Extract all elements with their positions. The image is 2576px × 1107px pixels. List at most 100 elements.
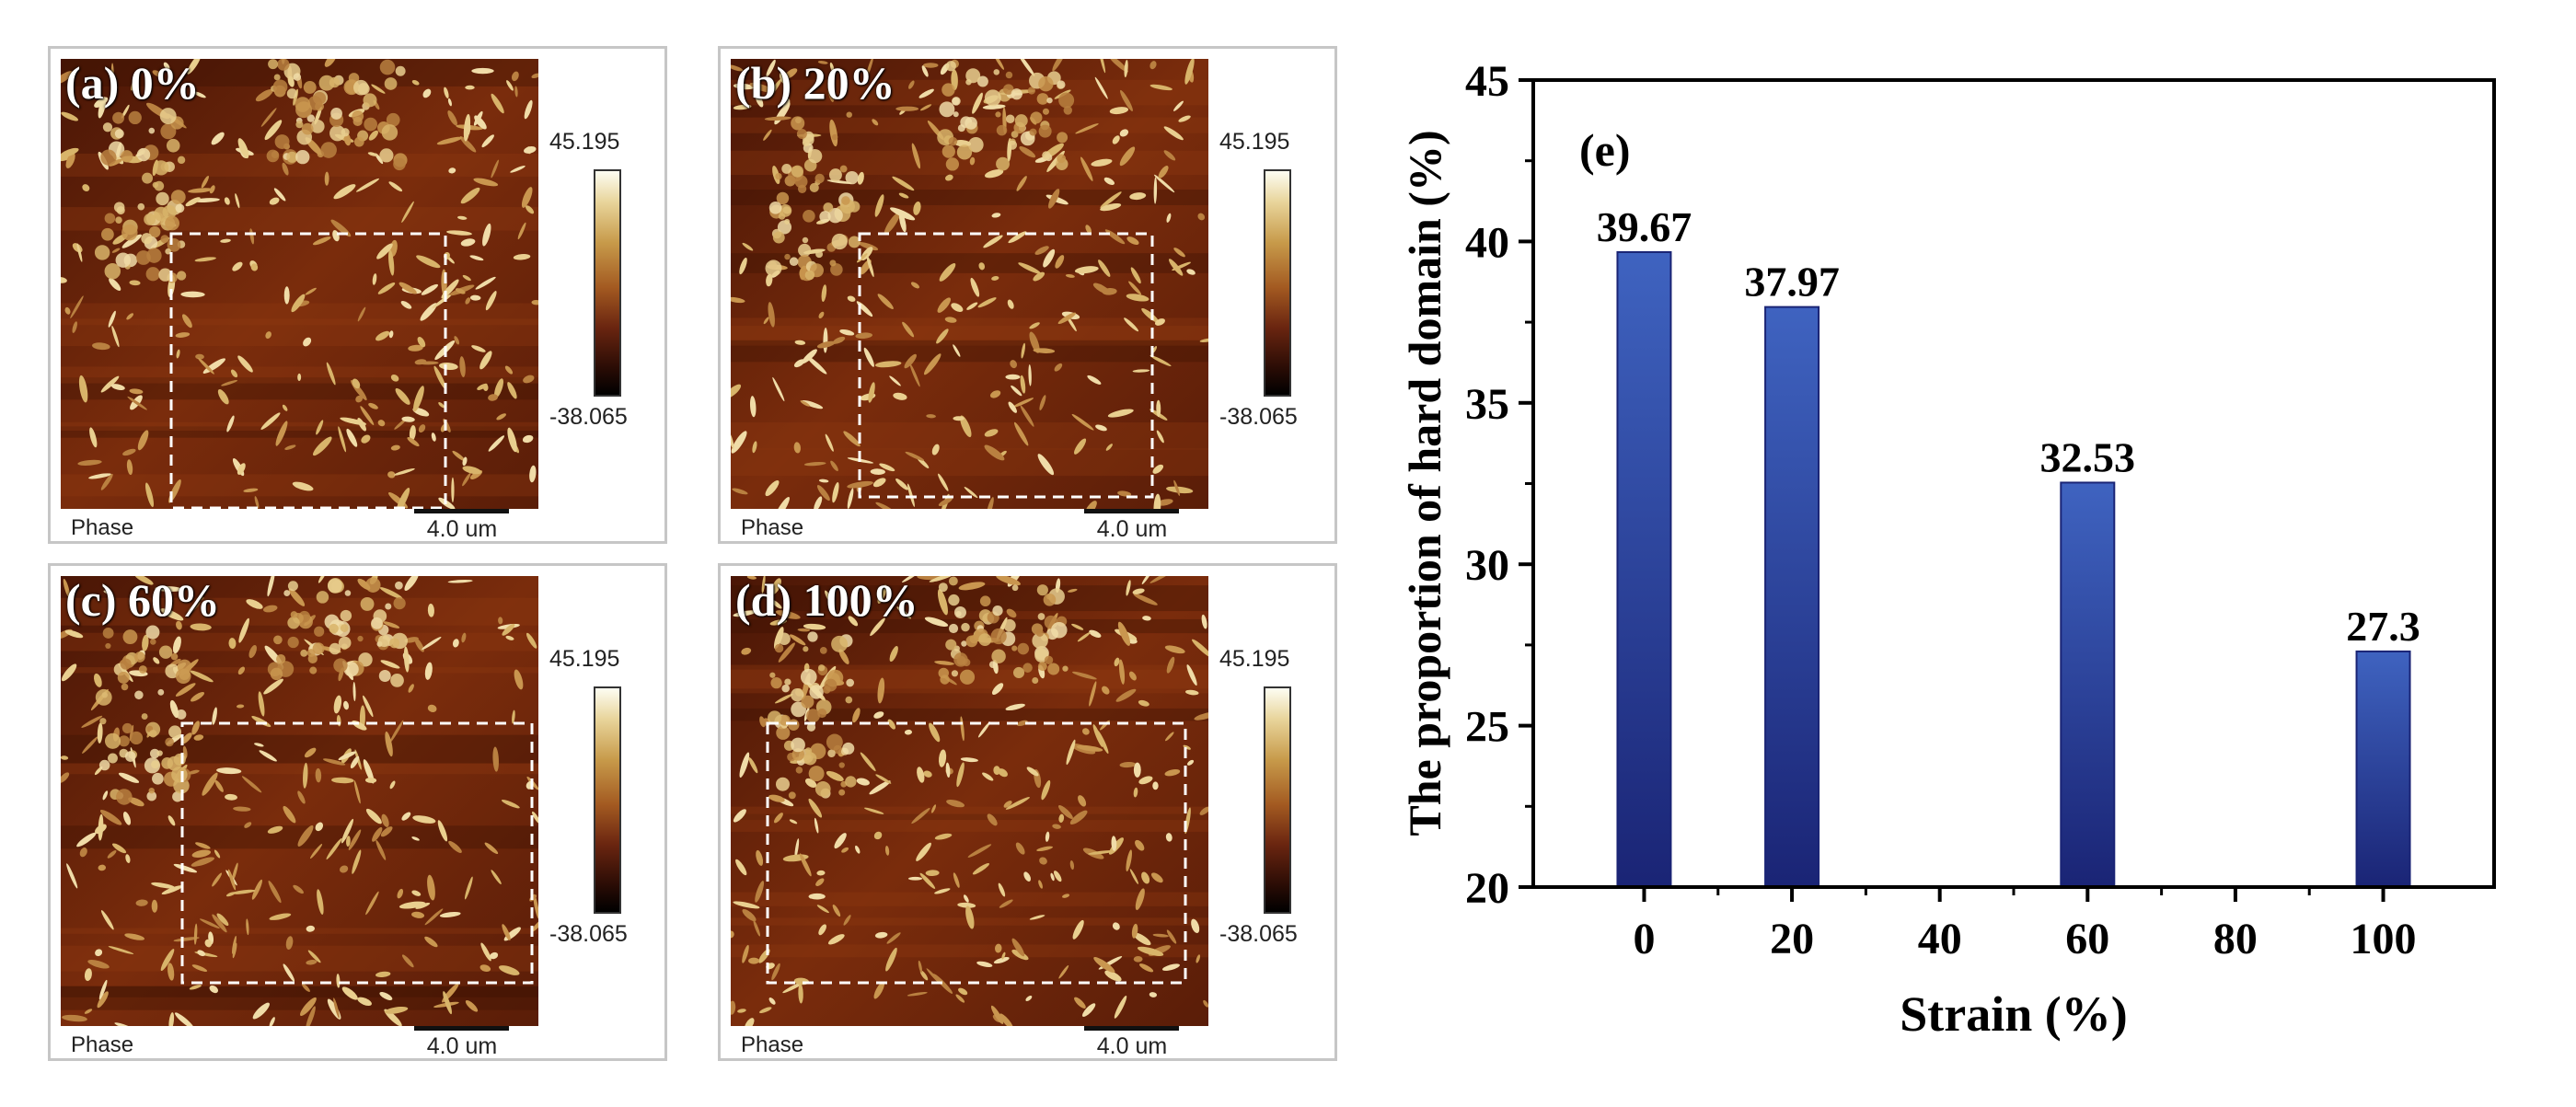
afm-grain [1199, 338, 1208, 342]
afm-grain [817, 61, 828, 64]
afm-grain [377, 420, 386, 427]
afm-grain [167, 815, 176, 826]
afm-grain [896, 606, 911, 619]
afm-grain [462, 274, 471, 282]
y-axis-title: The proportion of hard domain (%) [1399, 130, 1450, 836]
afm-grain [448, 840, 462, 853]
afm-patch-dot [1032, 632, 1048, 649]
afm-patch-dot [1005, 71, 1013, 79]
afm-grain [821, 284, 827, 303]
afm-grain [1151, 872, 1163, 883]
afm-grain [355, 178, 380, 192]
afm-grain [1149, 84, 1172, 91]
afm-grain [383, 621, 400, 628]
bar [1616, 250, 1672, 889]
afm-grain [444, 86, 449, 98]
afm-grain [275, 421, 288, 446]
afm-grain [297, 824, 314, 847]
afm-grain [197, 950, 206, 957]
afm-patch-dot [130, 731, 144, 745]
afm-patch-dot [941, 83, 955, 97]
afm-grain [127, 396, 147, 410]
afm-patch-dot [338, 636, 352, 650]
afm-grain [494, 378, 503, 398]
afm-grain [1166, 929, 1177, 944]
afm-grain [1164, 645, 1185, 654]
afm-patch-dot [956, 144, 973, 160]
afm-grain [188, 601, 201, 613]
afm-grain [375, 330, 390, 341]
afm-grain [963, 894, 969, 903]
afm-grain [1129, 869, 1138, 884]
afm-grain [176, 620, 182, 630]
afm-grain [1058, 964, 1069, 979]
afm-grain [877, 677, 885, 704]
afm-grain [404, 637, 419, 643]
afm-patch-dot [948, 594, 960, 606]
afm-grain [88, 473, 111, 479]
afm-grain [1091, 158, 1113, 167]
afm-grain [100, 473, 113, 490]
afm-grain [1197, 213, 1206, 221]
afm-grain [498, 965, 520, 975]
afm-grain [79, 848, 87, 858]
afm-patch-dot [945, 639, 957, 651]
afm-patch-dot [1022, 663, 1033, 673]
afm-grain [340, 417, 367, 426]
afm-grain [1133, 955, 1143, 963]
afm-patch-dot [846, 678, 855, 687]
afm-grain [312, 236, 331, 246]
afm-grain [446, 230, 472, 236]
afm-patch-dot [814, 173, 825, 184]
afm-grain [360, 406, 375, 426]
afm-grain [1048, 189, 1060, 209]
x-tick-label: 20 [1770, 915, 1814, 963]
afm-patch-dot [1062, 665, 1069, 672]
afm-grain [755, 881, 765, 903]
afm-grain [461, 632, 467, 643]
afm-grain [160, 949, 175, 972]
afm-grain [1054, 363, 1063, 372]
afm-grain [111, 843, 127, 854]
afm-grain [838, 649, 849, 664]
afm-grain [390, 444, 400, 451]
afm-grain [195, 353, 204, 360]
afm-grain [904, 353, 917, 369]
afm-grain [437, 820, 448, 842]
afm-patch-dot [353, 136, 364, 147]
afm-grain [92, 342, 110, 351]
afm-grain [526, 632, 537, 649]
afm-grain [339, 865, 349, 873]
afm-grain [61, 71, 74, 85]
afm-grain [246, 918, 249, 936]
afm-grain [855, 332, 873, 340]
afm-grain [395, 387, 410, 405]
afm-grain [1089, 681, 1097, 707]
afm-grain [953, 872, 960, 888]
y-tick-label: 30 [1465, 541, 1509, 590]
afm-grain [70, 295, 84, 319]
afm-grain [269, 913, 292, 920]
afm-grain [401, 416, 415, 422]
afm-patch-dot [831, 635, 849, 652]
afm-grain [953, 416, 965, 421]
afm-grain [742, 944, 749, 963]
afm-patch-dot [774, 643, 784, 653]
afm-grain [465, 85, 475, 90]
afm-panel-b: (b) 20% 45.195 -38.065 Phase 4.0 um [718, 46, 1337, 544]
afm-grain [233, 806, 251, 812]
afm-patch-dot [160, 123, 177, 140]
afm-grain [938, 473, 949, 491]
x-tick-label: 80 [2213, 915, 2258, 963]
afm-patch-dot [776, 191, 790, 205]
phase-mode-label: Phase [741, 515, 804, 540]
afm-grain [1058, 813, 1065, 824]
afm-patch-dot [778, 213, 786, 220]
afm-grain [82, 184, 90, 192]
afm-grain [481, 134, 494, 148]
colorbar [1264, 169, 1291, 397]
afm-grain [404, 576, 419, 592]
afm-grain [826, 770, 844, 781]
afm-grain [960, 415, 972, 438]
colorbar [594, 169, 621, 397]
